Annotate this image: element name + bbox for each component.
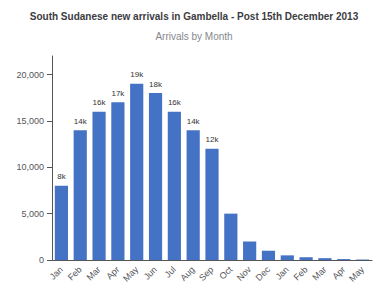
svg-text:Jan: Jan (48, 264, 65, 281)
svg-text:Apr: Apr (104, 264, 121, 281)
svg-text:16k: 16k (93, 98, 107, 107)
svg-text:Jun: Jun (142, 264, 159, 281)
svg-text:12k: 12k (206, 135, 220, 144)
svg-text:8k: 8k (57, 172, 66, 181)
svg-text:Feb: Feb (292, 264, 310, 282)
svg-text:18k: 18k (149, 80, 163, 89)
svg-text:Feb: Feb (66, 264, 84, 282)
svg-text:17k: 17k (111, 89, 125, 98)
svg-text:Sep: Sep (197, 264, 215, 282)
svg-text:15,000: 15,000 (16, 116, 44, 126)
svg-text:Dec: Dec (254, 264, 273, 283)
svg-text:Jan: Jan (274, 264, 291, 281)
svg-text:14k: 14k (187, 117, 201, 126)
svg-text:Apr: Apr (330, 264, 347, 281)
svg-text:Mar: Mar (85, 264, 103, 282)
svg-text:10,000: 10,000 (16, 162, 44, 172)
svg-text:May: May (347, 264, 366, 283)
svg-text:0: 0 (39, 255, 44, 265)
svg-text:Arrivals by Month: Arrivals by Month (155, 31, 232, 42)
svg-text:Mar: Mar (310, 264, 328, 282)
svg-text:Oct: Oct (217, 264, 234, 281)
svg-text:May: May (121, 264, 140, 283)
svg-text:Aug: Aug (178, 264, 196, 282)
svg-text:19k: 19k (130, 70, 144, 79)
svg-text:Jul: Jul (163, 264, 178, 279)
svg-text:South Sudanese new arrivals in: South Sudanese new arrivals in Gambella … (30, 11, 359, 22)
svg-text:5,000: 5,000 (21, 209, 44, 219)
svg-text:20,000: 20,000 (16, 70, 44, 80)
svg-text:Nov: Nov (235, 264, 254, 283)
svg-text:14k: 14k (74, 117, 88, 126)
svg-text:16k: 16k (168, 98, 182, 107)
